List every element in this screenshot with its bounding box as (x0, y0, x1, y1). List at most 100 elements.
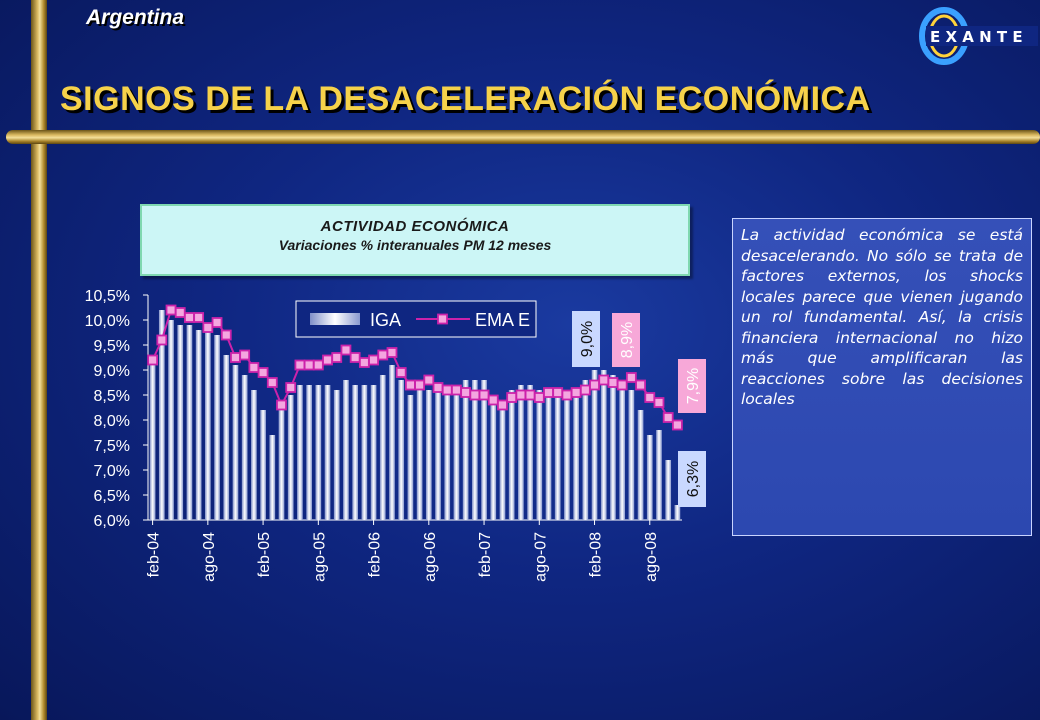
bar-iga (508, 390, 515, 520)
marker-ema-e (239, 349, 251, 361)
slide-title: SIGNOS DE LA DESACELERACIÓN ECONÓMICA (60, 80, 871, 118)
marker-ema-e (543, 387, 554, 398)
marker-ema-e (276, 399, 287, 411)
bar-iga (379, 375, 386, 520)
marker-ema-e (230, 352, 241, 363)
bar-iga (582, 380, 589, 520)
marker-ema-e (524, 389, 536, 401)
bar-iga (398, 380, 405, 520)
marker-ema-e (497, 399, 508, 411)
marker-ema-e (598, 374, 610, 386)
bar-iga (499, 405, 506, 520)
marker-ema-e (561, 389, 573, 401)
bar-iga (241, 375, 248, 520)
y-tick-label: 6,5% (94, 488, 130, 505)
bar-iga (333, 390, 340, 520)
marker-ema-e (266, 377, 278, 388)
country-label: Argentina (86, 6, 185, 29)
marker-ema-e (570, 387, 582, 398)
bar-iga (306, 385, 312, 520)
marker-ema-e (579, 384, 591, 396)
bar-iga (591, 370, 598, 520)
marker-ema-e (220, 329, 232, 341)
annotation-label: 8,9% (619, 322, 636, 358)
x-tick-label: feb-06 (367, 532, 384, 577)
annotation-label: 9,0% (579, 321, 596, 357)
marker-ema-e (202, 322, 214, 333)
bar-iga (481, 380, 487, 520)
legend-swatch-iga (310, 313, 360, 325)
marker-ema-e (441, 384, 453, 396)
bar-iga (471, 380, 478, 520)
x-tick-label: feb-04 (146, 532, 163, 577)
marker-ema-e (653, 397, 665, 408)
marker-ema-e (248, 362, 260, 373)
marker-ema-e (552, 387, 564, 398)
bar-iga (343, 380, 349, 520)
bar-iga (269, 435, 276, 520)
bar-iga (324, 385, 331, 520)
marker-ema-e (625, 372, 637, 383)
marker-ema-e (404, 379, 416, 391)
marker-ema-e (156, 334, 168, 346)
bar-iga (600, 370, 607, 520)
marker-ema-e (414, 379, 426, 391)
bar-iga (352, 385, 359, 520)
bar-iga (407, 395, 414, 520)
marker-ema-e (607, 377, 619, 388)
marker-ema-e (331, 352, 343, 363)
bar-iga (610, 375, 616, 520)
bar-iga (315, 385, 322, 520)
bar-iga (416, 390, 423, 520)
chart-legend: IGA EMA E (295, 300, 537, 338)
marker-ema-e (515, 389, 527, 401)
bar-iga (251, 390, 257, 520)
marker-ema-e (184, 312, 195, 323)
bar-iga (674, 505, 681, 520)
marker-ema-e (358, 357, 370, 368)
x-tick-label: ago-08 (643, 532, 660, 582)
bar-iga (646, 435, 653, 520)
bar-iga (628, 390, 635, 520)
annotation-box (678, 451, 706, 507)
x-tick-label: ago-05 (311, 532, 328, 582)
bar-iga (223, 355, 230, 520)
marker-ema-e (432, 382, 444, 393)
marker-ema-e (451, 384, 462, 396)
bar-iga (554, 390, 561, 520)
marker-ema-e (423, 374, 435, 386)
bar-iga (168, 320, 174, 520)
bar-iga (260, 410, 266, 520)
marker-ema-e (506, 392, 518, 403)
annotation-box (572, 311, 600, 367)
bar-iga (444, 385, 451, 520)
x-tick-label: ago-07 (532, 532, 549, 582)
bar-iga (232, 365, 239, 520)
legend-label-iga: IGA (370, 310, 401, 330)
bar-iga (297, 385, 303, 520)
value-annotation: 7,9% (678, 359, 706, 413)
bar-iga (637, 410, 644, 520)
marker-ema-e (635, 379, 646, 391)
marker-ema-e (487, 394, 499, 406)
marker-ema-e (211, 317, 223, 328)
y-tick-label: 8,0% (94, 413, 130, 430)
bar-iga (204, 330, 211, 520)
x-tick-label: ago-04 (201, 532, 218, 582)
activity-chart: 10,5% 10,0% 9,5% 9,0% 8,5% 8,0% 7,5% 7,0% 6,5% 6,… (85, 288, 706, 582)
x-tick-label: feb-07 (477, 532, 494, 577)
marker-ema-e (340, 344, 352, 356)
marker-ema-e (662, 412, 674, 423)
bar-iga (573, 390, 579, 520)
commentary-text-box: La actividad económica se está desaceler… (732, 218, 1032, 536)
y-tick-label: 6,0% (94, 513, 130, 530)
bar-iga (149, 355, 156, 520)
chart-subtitle: Variaciones % interanuales PM 12 meses (278, 237, 552, 253)
gold-horizontal-rule (6, 130, 1040, 144)
bar-iga (490, 405, 497, 520)
value-annotation: 9,0% (572, 311, 600, 367)
gold-vertical-rule (31, 0, 47, 720)
bar-iga (370, 385, 377, 520)
marker-ema-e (147, 354, 159, 366)
bar-iga (435, 390, 441, 520)
